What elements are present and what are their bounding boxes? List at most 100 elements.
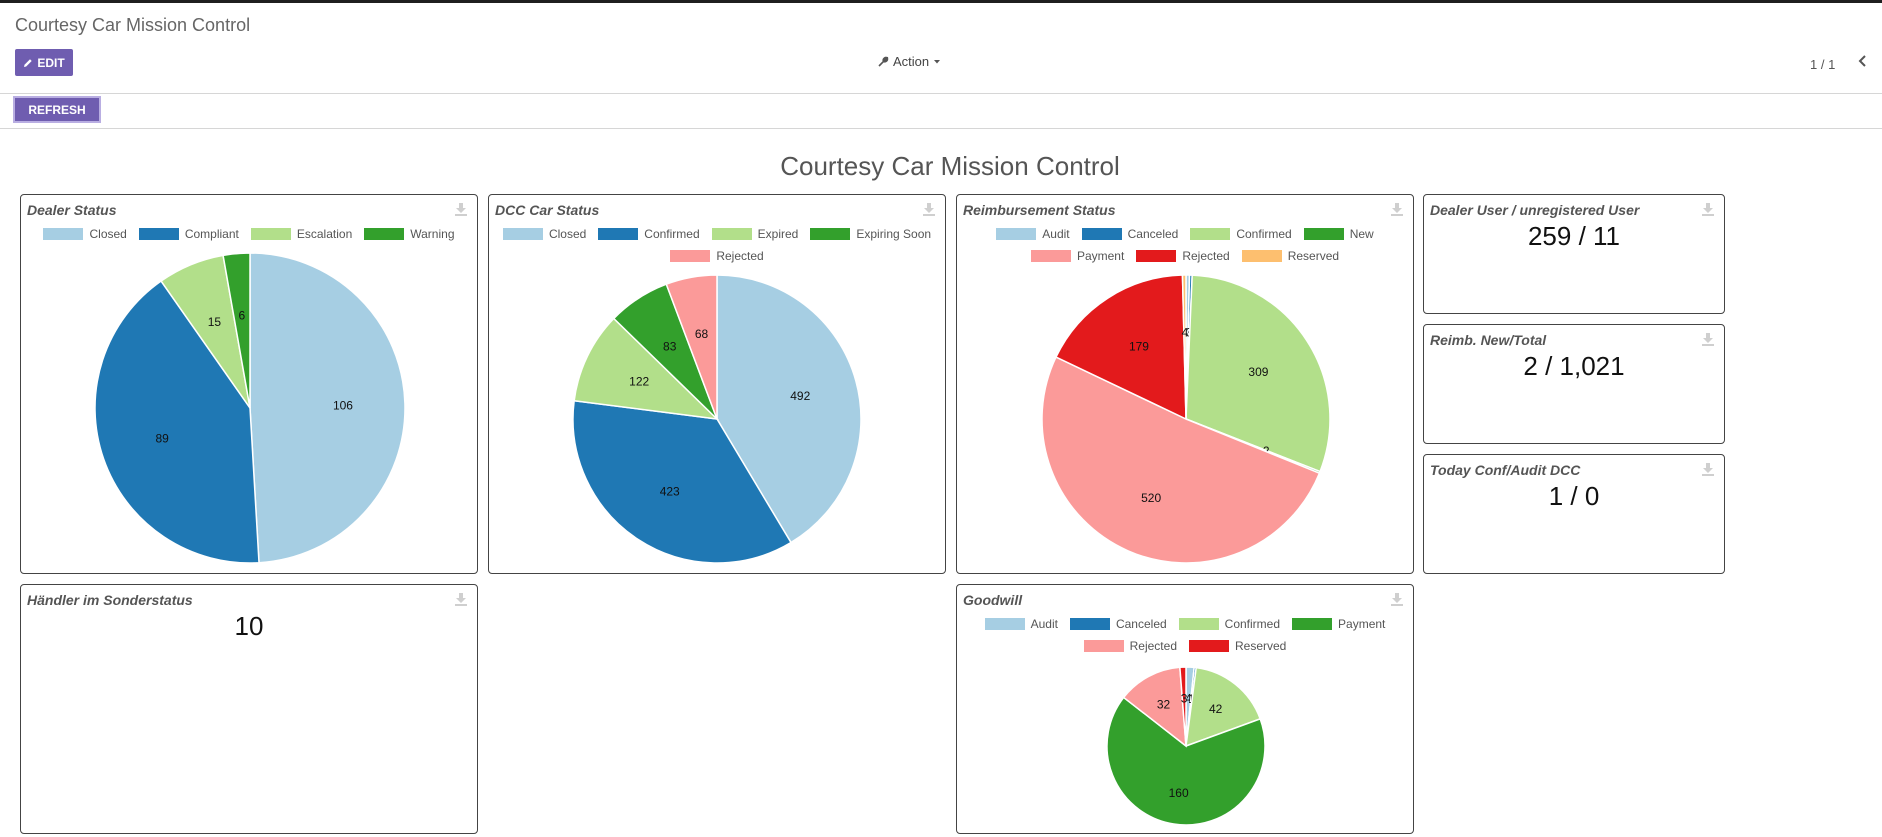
pie-slice-warning[interactable] (222, 252, 251, 409)
breadcrumb: Courtesy Car Mission Control (15, 15, 251, 35)
slice-value-label: 160 (1169, 786, 1189, 800)
download-icon[interactable] (1700, 461, 1716, 477)
download-icon[interactable] (1700, 331, 1716, 347)
legend-item: Payment (1030, 249, 1125, 263)
legend-item: Closed (43, 227, 127, 241)
refresh-button[interactable]: REFRESH (13, 96, 101, 123)
legend-item: Compliant (138, 227, 239, 241)
download-icon[interactable] (1389, 201, 1405, 217)
legend-swatch (1069, 618, 1110, 630)
pie-slice-confirmed[interactable] (1185, 666, 1262, 748)
legend-item: Expired (711, 227, 798, 241)
slice-value-label: 68 (695, 327, 709, 341)
reimbursement-status-card: Reimbursement Status Audit Canceled Conf… (956, 194, 1414, 574)
pie-slice-confirmed[interactable] (572, 399, 792, 564)
action-label: Action (893, 54, 930, 69)
slice-value-label: 42 (1209, 702, 1223, 716)
pencil-icon (24, 58, 33, 67)
legend-item: Confirmed (1178, 617, 1281, 631)
download-icon[interactable] (921, 201, 937, 217)
dealer-status-pie: 106 89 15 6 (94, 252, 406, 564)
pie-slice-expired[interactable] (573, 317, 720, 421)
pie-slice-reserved[interactable] (1179, 666, 1187, 747)
slice-value-label: 423 (660, 484, 680, 498)
legend-label: Reserved (1287, 249, 1340, 263)
pie-slice-payment[interactable] (1041, 356, 1321, 564)
legend-item: Warning (364, 227, 455, 241)
legend-label: Payment (1076, 249, 1125, 263)
edit-button[interactable]: EDIT (15, 49, 73, 76)
card-title: Dealer Status (27, 202, 117, 218)
download-icon[interactable] (453, 201, 469, 217)
card-title: Dealer User / unregistered User (1430, 202, 1640, 218)
refresh-button-label: REFRESH (28, 102, 86, 117)
legend-item: Canceled (1081, 227, 1179, 241)
legend-label: New (1349, 227, 1374, 241)
legend-item: Reserved (1241, 249, 1340, 263)
slice-value-label: 179 (1129, 340, 1149, 354)
card-title: Reimb. New/Total (1430, 332, 1547, 348)
toolbar-divider (0, 128, 1882, 129)
legend-swatch (996, 228, 1037, 240)
legend-label: Confirmed (1224, 617, 1281, 631)
legend-swatch (1303, 228, 1344, 240)
reimbursement-status-pie: 4330925201794 (1041, 274, 1331, 564)
download-icon[interactable] (453, 591, 469, 607)
goodwill-card: Goodwill Audit Canceled Confirmed Paymen… (956, 584, 1414, 834)
window-top-border (0, 0, 1882, 3)
legend-item: Audit (984, 617, 1058, 631)
pie-slice-closed[interactable] (716, 274, 862, 544)
slice-value-label: 32 (1157, 697, 1171, 711)
download-icon[interactable] (1700, 201, 1716, 217)
pie-slice-payment[interactable] (1106, 696, 1266, 826)
legend-label: Canceled (1127, 227, 1179, 241)
card-title: Händler im Sonderstatus (27, 592, 193, 608)
legend-label: Rejected (716, 249, 764, 263)
card-title: Goodwill (963, 592, 1023, 608)
card-title: Today Conf/Audit DCC (1430, 462, 1581, 478)
card-title: Reimbursement Status (963, 202, 1116, 218)
legend-label: Audit (1042, 227, 1070, 241)
header-divider (0, 93, 1882, 94)
legend-item: Rejected (1083, 639, 1177, 653)
legend-swatch (1178, 618, 1219, 630)
pie-slice-compliant[interactable] (94, 279, 260, 564)
legend-item: Reserved (1189, 639, 1286, 653)
pie-slice-rejected[interactable] (1122, 666, 1187, 748)
legend-item: Escalation (250, 227, 353, 241)
legend-swatch (43, 228, 84, 240)
download-icon[interactable] (1389, 591, 1405, 607)
legend-label: Rejected (1129, 639, 1177, 653)
legend-swatch (1292, 618, 1333, 630)
slice-value-label: 309 (1248, 365, 1268, 379)
chart-legend: Audit Canceled Confirmed Payment Rejecte… (957, 613, 1413, 657)
dcc-car-status-pie: 492 423 122 83 68 (572, 274, 862, 564)
pie-slice-rejected[interactable] (665, 274, 718, 420)
chart-legend: Audit Canceled Confirmed New Payment Rej… (957, 223, 1413, 267)
action-dropdown[interactable]: Action (877, 54, 941, 69)
chart-legend: Closed Compliant Escalation Warning (21, 223, 477, 245)
legend-swatch (1190, 228, 1231, 240)
legend-label: Audit (1030, 617, 1058, 631)
legend-swatch (1189, 640, 1229, 652)
legend-swatch (984, 618, 1025, 630)
legend-item: Confirmed (1190, 227, 1292, 241)
slice-value-label: 83 (663, 340, 677, 354)
legend-label: Escalation (296, 227, 353, 241)
slice-value-label: 3 (1181, 692, 1188, 706)
pie-slice-closed[interactable] (249, 252, 406, 564)
legend-label: Rejected (1182, 249, 1230, 263)
goodwill-pie: 4142160323 (1106, 666, 1266, 826)
pie-slice-rejected[interactable] (1055, 274, 1187, 421)
chevron-left-icon[interactable] (1858, 54, 1868, 72)
legend-swatch (598, 228, 639, 240)
kpi-value: 259 / 11 (1527, 221, 1621, 251)
legend-swatch (1136, 250, 1177, 262)
dcc-car-status-card: DCC Car Status Closed Confirmed Expired … (488, 194, 946, 574)
pie-slice-reserved[interactable] (1181, 274, 1187, 420)
legend-item: Audit (996, 227, 1070, 241)
pie-slice-confirmed[interactable] (1185, 274, 1331, 473)
legend-swatch (1083, 640, 1124, 652)
slice-value-label: 492 (790, 389, 810, 403)
legend-item: New (1303, 227, 1374, 241)
